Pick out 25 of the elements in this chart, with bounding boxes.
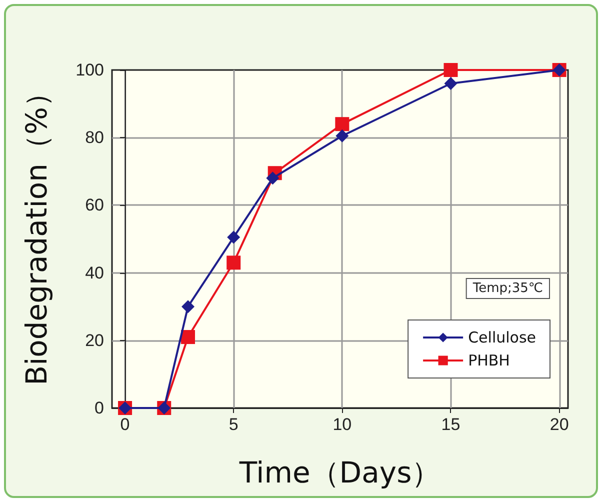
- y-tick-label: 40: [85, 263, 104, 282]
- x-tick-label: 5: [228, 415, 238, 434]
- y-tick-label: 100: [76, 60, 104, 80]
- point: [227, 230, 240, 244]
- point: [266, 172, 280, 185]
- x-tick-label: 15: [441, 415, 460, 434]
- y-tick-label: 0: [94, 398, 104, 418]
- point: [336, 129, 349, 142]
- point: [226, 256, 241, 270]
- point: [444, 77, 458, 90]
- y-tick-label: 60: [85, 196, 104, 215]
- y-tick-label: 20: [85, 330, 104, 350]
- legend-label: PHBH: [468, 352, 510, 370]
- x-axis-title: Time（Days）: [238, 456, 441, 490]
- point: [182, 300, 194, 314]
- x-tick-label: 20: [550, 415, 569, 434]
- annotation: Temp;35℃: [472, 281, 544, 296]
- y-tick-label: 80: [85, 128, 104, 148]
- legend-label: Cellulose: [468, 328, 536, 346]
- x-tick-label: 10: [332, 415, 352, 434]
- point: [335, 117, 350, 132]
- point: [444, 63, 458, 77]
- point: [181, 330, 195, 344]
- y-axis-title: Biodegradation（%）: [20, 78, 54, 386]
- x-tick-label: 0: [120, 415, 130, 434]
